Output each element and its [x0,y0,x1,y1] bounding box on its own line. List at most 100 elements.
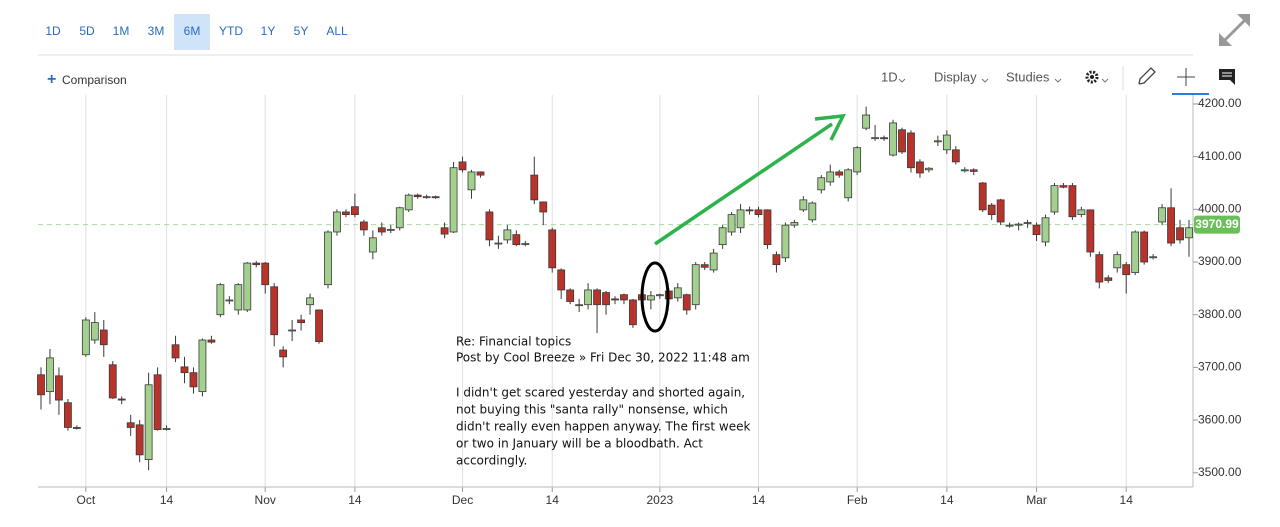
candle-body [512,234,521,246]
range-button[interactable]: 3M [148,24,165,38]
candle-body [1149,256,1158,259]
y-tick-label: 4000.00 [1198,202,1242,216]
candle-body [1032,224,1041,236]
comparison-button[interactable]: Comparison [62,73,127,87]
candle-body [889,122,897,156]
candle-body [1122,264,1131,276]
candle-body [691,264,700,306]
active-range-bg [174,14,210,50]
candle-body [81,319,90,356]
candle-body [1113,254,1122,269]
candle-body [449,167,458,233]
display-button[interactable]: Display [934,69,977,84]
candle-body [440,227,449,235]
x-tick-label: Oct [77,493,96,507]
candle-body [620,294,628,301]
candle-body [1059,185,1068,188]
candle-body [736,209,745,229]
candle-body [324,231,332,286]
last-price-label: 3970.99 [1195,217,1239,231]
candle-body [1077,209,1086,216]
candle-body [907,132,915,169]
interval-button[interactable]: 1D [881,69,898,84]
candle-body [799,199,808,211]
x-tick-label: 14 [1120,493,1134,507]
candle-body [252,262,261,266]
draw-icon[interactable] [1138,67,1156,85]
candle-body [602,292,610,306]
candle-body [1131,231,1140,273]
y-tick-label: 3800.00 [1198,307,1242,321]
range-button[interactable]: YTD [219,24,243,38]
annotation-line: Post by Cool Breeze » Fri Dec 30, 2022 1… [456,351,750,365]
crosshair-icon[interactable] [1177,68,1195,86]
candle-body [117,398,126,401]
x-tick-label: Nov [255,493,276,507]
comment-icon[interactable] [1219,69,1235,85]
candle-body [144,384,153,461]
candle-body [916,161,924,174]
candle-body [781,224,790,259]
annotation: Re: Financial topics Post by Cool Breeze … [456,335,750,468]
x-tick-label: 14 [160,493,174,507]
y-tick-label: 3700.00 [1198,360,1242,374]
x-tick-label: 14 [348,493,362,507]
candle-body [655,294,664,297]
candle-body [1176,227,1184,241]
candle-body [763,209,772,246]
candle-body [969,169,978,172]
candle-body [951,149,960,163]
studies-button[interactable]: Studies [1006,69,1050,84]
green-arrow [654,113,846,246]
candle-body [575,304,584,307]
candle-body [458,161,467,171]
candle-body [1167,207,1175,244]
candle-body [754,209,763,216]
candle-body [880,137,888,140]
candle-body [673,287,682,299]
candle-body [1185,227,1193,239]
circle-highlight [640,261,670,333]
candle-body [772,254,781,266]
candle-body [925,167,933,171]
candle-body [1041,217,1050,243]
settings-icon[interactable] [1085,70,1099,84]
candle-body [1095,254,1104,283]
x-tick-label: 14 [546,493,560,507]
candle-body [1005,224,1014,227]
candle-body [279,349,288,358]
candle-body [494,242,503,245]
range-button[interactable]: 1Y [261,24,276,38]
range-button[interactable]: 5D [79,24,95,38]
range-button[interactable]: 1M [113,24,130,38]
candle-body [485,211,494,241]
candle-body [189,372,198,388]
x-tick-label: 14 [940,493,954,507]
last-price-box [1194,215,1240,234]
candle-body [306,297,314,306]
candle-body [933,140,942,143]
candle-body [207,339,216,343]
expand-icon[interactable] [1219,14,1250,46]
candle-body [862,114,871,129]
candle-body [987,204,996,216]
candle-body [297,319,305,324]
x-tick-label: Dec [452,493,473,507]
candle-body [835,171,844,176]
candle-body [718,227,727,246]
range-button[interactable]: 1D [45,24,61,38]
candle-body [351,206,359,216]
candle-body [333,211,341,233]
range-button[interactable]: 5Y [294,24,309,38]
range-button[interactable]: ALL [326,24,348,38]
candle-body [225,299,234,302]
candle-body [46,357,54,393]
candle-body [853,147,862,173]
candle-body [844,169,853,199]
range-button[interactable]: 6M [184,24,201,38]
candle-body [377,227,386,233]
candle-body [629,299,637,326]
candle-body [978,182,987,211]
plus-icon[interactable]: + [47,71,56,88]
candle-body [960,169,969,172]
